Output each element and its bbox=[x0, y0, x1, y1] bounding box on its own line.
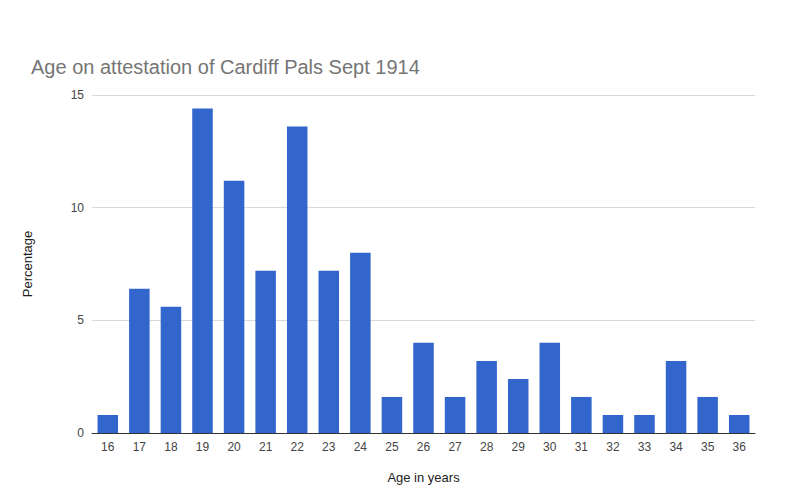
svg-text:32: 32 bbox=[606, 440, 620, 454]
svg-text:29: 29 bbox=[512, 440, 526, 454]
svg-text:10: 10 bbox=[71, 201, 85, 215]
svg-text:35: 35 bbox=[701, 440, 715, 454]
svg-text:5: 5 bbox=[77, 313, 84, 327]
svg-text:30: 30 bbox=[543, 440, 557, 454]
svg-text:15: 15 bbox=[71, 88, 85, 102]
svg-text:24: 24 bbox=[354, 440, 368, 454]
svg-text:33: 33 bbox=[638, 440, 652, 454]
svg-text:19: 19 bbox=[196, 440, 210, 454]
svg-text:23: 23 bbox=[322, 440, 336, 454]
svg-text:31: 31 bbox=[575, 440, 589, 454]
svg-text:25: 25 bbox=[385, 440, 399, 454]
svg-text:26: 26 bbox=[417, 440, 431, 454]
svg-text:21: 21 bbox=[259, 440, 273, 454]
svg-text:34: 34 bbox=[669, 440, 683, 454]
svg-text:17: 17 bbox=[133, 440, 147, 454]
svg-text:27: 27 bbox=[448, 440, 462, 454]
svg-text:18: 18 bbox=[164, 440, 178, 454]
svg-text:Age in years: Age in years bbox=[387, 470, 460, 485]
svg-text:0: 0 bbox=[77, 426, 84, 440]
svg-text:Age on attestation of Cardiff: Age on attestation of Cardiff Pals Sept … bbox=[31, 56, 420, 78]
svg-text:36: 36 bbox=[733, 440, 747, 454]
svg-text:28: 28 bbox=[480, 440, 494, 454]
svg-text:22: 22 bbox=[291, 440, 305, 454]
svg-text:Percentage: Percentage bbox=[20, 231, 35, 298]
svg-text:20: 20 bbox=[227, 440, 241, 454]
svg-text:16: 16 bbox=[101, 440, 115, 454]
